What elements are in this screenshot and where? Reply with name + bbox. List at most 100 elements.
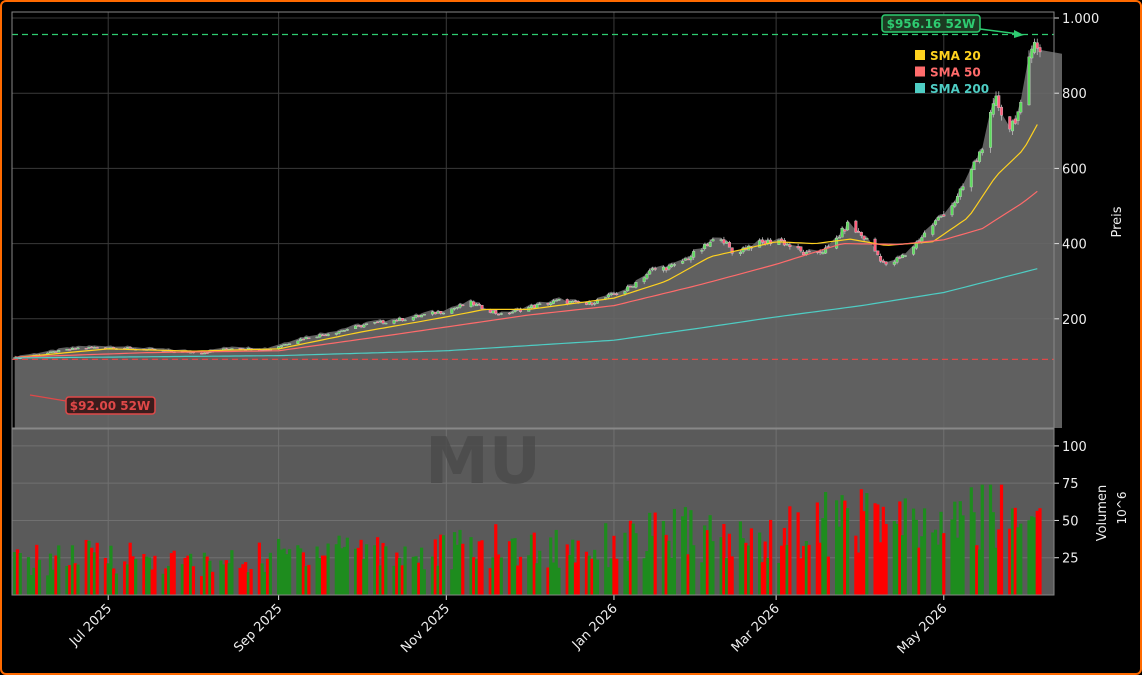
volume-bar [950,519,954,595]
volume-bar [285,554,289,595]
volume-bar [353,548,358,595]
volume-bar [150,569,154,595]
volume-bar [304,566,308,595]
candle-body [991,103,995,115]
low-52w-label: $92.00 52W [70,399,150,413]
volume-bar [807,544,811,595]
candle-body [571,301,575,303]
candle-body [395,319,399,322]
volume-bar [623,532,627,595]
volume-bar [1027,520,1031,595]
volume-bar [955,537,960,595]
volume-bar [634,533,638,595]
candle-body [315,336,319,339]
candle-body [1027,56,1031,106]
volume-bar [760,562,764,595]
candle-body [477,303,481,306]
candle-body [1016,111,1020,121]
volume-bar [804,541,808,595]
candle-body [359,325,363,328]
volume-bar [65,565,69,595]
candle-body [92,347,96,349]
volume-bar [54,555,58,595]
candle-body [95,347,99,349]
volume-bar [628,520,633,595]
volume-bar [51,569,55,595]
candle-body [431,311,435,315]
candle-body [48,351,52,353]
volume-bar [862,511,866,595]
volume-bar [584,551,589,595]
candle-body [664,267,668,271]
candle-body [730,247,734,254]
volume-bar [359,539,363,595]
candle-body [285,344,289,346]
legend-swatch [915,66,925,77]
volume-bar [650,535,655,595]
volume-bar [384,546,388,595]
candle-body [461,304,465,307]
candle-body [76,347,80,350]
candle-body [645,274,649,279]
volume-bar [958,501,962,595]
candle-body [345,329,349,331]
volume-bar [672,508,677,595]
volume-bar [969,487,973,595]
volume-bar [469,537,473,595]
volume-bar [711,541,715,595]
volume-bar [439,534,443,595]
volume-bar [763,541,767,595]
volume-bar [1038,508,1042,595]
volume-bar [898,501,902,595]
volume-bar [799,558,803,595]
volume-bar [452,532,457,595]
candle-body [642,277,646,283]
volume-bar [876,504,880,595]
candle-body [288,343,292,345]
volume-bar [988,484,993,595]
volume-bar [169,553,174,595]
x-tick-label: Nov 2025 [398,601,453,656]
candle-body [205,352,209,354]
candle-body [337,331,341,334]
volume-bar [211,571,215,595]
volume-bar [345,537,349,595]
volume-tick-label: 100 [1062,440,1087,455]
candle-body [807,250,811,253]
candle-body [705,244,709,246]
candle-body [769,239,773,245]
candle-body [722,239,726,244]
candle-body [903,255,907,257]
volume-bar [727,533,732,595]
candle-body [469,300,473,307]
volume-bar [87,540,91,595]
volume-bar [917,547,921,595]
volume-bar [422,569,426,595]
candle-body [554,300,558,302]
candle-body [1011,120,1015,132]
volume-bar [441,535,446,595]
candle-body [422,314,426,316]
volume-bar [873,503,877,595]
volume-bar [103,557,108,595]
candle-body [683,258,687,261]
candle-body [997,95,1001,109]
volume-bar [683,507,688,595]
sma200-line [14,268,1038,359]
volume-bar [546,567,550,595]
candle-body [1019,101,1023,113]
candle-body [859,232,863,236]
candle-body [609,293,613,296]
candle-body [573,300,577,302]
candle-body [667,265,671,270]
volume-bar [980,484,984,595]
volume-bar [18,553,22,595]
candle-body [843,229,847,232]
candle-body [587,301,591,305]
candle-body [648,270,652,275]
volume-bar [653,512,657,595]
volume-bar [780,545,784,595]
volume-bar [991,512,995,595]
candle-body [898,257,902,259]
candle-body [400,318,404,321]
